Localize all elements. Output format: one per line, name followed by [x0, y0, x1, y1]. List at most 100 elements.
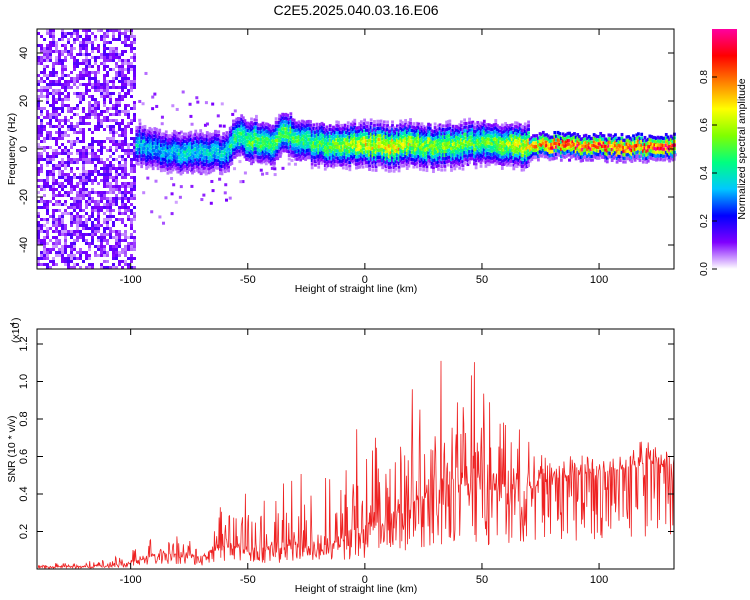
spectrogram-cell: [140, 143, 144, 147]
spectrogram-cell: [85, 179, 88, 182]
spectrogram-cell: [52, 62, 55, 65]
spectrogram-cell: [133, 101, 136, 104]
spectrogram-cell: [496, 153, 499, 157]
spectrogram-cell: [289, 119, 293, 123]
spectrogram-cell: [153, 141, 157, 145]
spectrogram-cell: [418, 149, 422, 153]
spectrogram-cell: [37, 260, 40, 263]
spectrogram-cell: [510, 126, 514, 131]
spectrogram-cell: [492, 134, 496, 138]
spectrogram-cell: [228, 144, 232, 149]
spectrogram-cell: [61, 59, 64, 62]
spectrogram-cell: [368, 160, 371, 164]
spectrogram-cell: [79, 95, 82, 98]
spectrogram-cell: [541, 134, 545, 138]
spectrogram-cell: [307, 137, 311, 142]
spectrogram-cell: [186, 145, 189, 149]
spectrogram-cell: [163, 150, 167, 154]
spectrogram-cell: [97, 161, 100, 164]
spectrogram-cell: [273, 139, 276, 144]
spectrogram-cell: [118, 86, 121, 89]
spectrogram-cell: [159, 150, 163, 155]
spectrogram-cell: [322, 134, 326, 138]
spectrogram-cell: [46, 131, 49, 134]
spectrogram-cell: [191, 146, 194, 150]
spectrogram-cell: [500, 123, 504, 127]
spectrogram-cell: [389, 129, 393, 133]
spectrogram-cell: [309, 152, 312, 156]
spectrogram-cell: [85, 149, 88, 152]
spectrogram-cell: [515, 125, 519, 129]
spectrogram-cell: [200, 136, 204, 140]
spectrogram-cell: [46, 98, 49, 101]
spectrogram-cell: [418, 128, 422, 132]
spectrogram-cell: [76, 131, 79, 134]
spectrogram-cell: [348, 167, 352, 172]
spectrogram-cell: [37, 137, 40, 140]
spectrogram-cell: [145, 155, 148, 160]
spectrogram-cell: [100, 62, 103, 65]
spectrogram-cell: [91, 41, 94, 44]
spectrogram-cell: [423, 159, 427, 163]
spectrogram-cell: [512, 141, 516, 146]
spectrogram-cell: [211, 102, 215, 106]
spectrogram-cell: [49, 86, 52, 89]
spectrogram-cell: [292, 152, 296, 156]
spectrogram-cell: [425, 161, 429, 165]
spectrogram-cell: [392, 151, 396, 155]
spectrogram-cell: [76, 191, 79, 194]
spectrogram-cell: [474, 140, 478, 145]
spectrogram-cell: [277, 142, 281, 146]
spectrogram-cell: [369, 129, 373, 133]
spectrogram-cell: [394, 160, 398, 164]
spectrogram-cell: [133, 149, 136, 152]
spectrogram-cell: [268, 124, 271, 128]
spectrogram-cell: [37, 179, 40, 182]
spectrogram-cell: [274, 124, 278, 128]
spectrogram-cell: [40, 158, 43, 161]
spectrogram-cell: [266, 133, 270, 137]
spectrogram-cell: [361, 122, 365, 126]
spectrogram-cell: [103, 80, 106, 83]
spectrogram-cell: [453, 156, 457, 160]
spectrogram-cell: [82, 176, 85, 179]
spectrogram-cell: [118, 251, 121, 254]
spectrogram-cell: [512, 167, 516, 171]
spectrogram-cell: [109, 41, 112, 44]
spectrogram-cell: [55, 110, 58, 113]
spectrogram-cell: [85, 59, 88, 62]
spectrogram-cell: [286, 124, 289, 128]
spectrogram-cell: [112, 236, 115, 239]
spectrogram-cell: [336, 153, 340, 157]
spectrogram-cell: [138, 122, 142, 126]
spectrogram-cell: [227, 147, 230, 151]
spectrogram-cell: [476, 142, 480, 146]
spectrogram-cell: [251, 137, 255, 141]
spectrogram-cell: [52, 68, 55, 71]
spectrogram-cell: [335, 160, 339, 164]
spectrogram-cell: [236, 124, 240, 128]
spectrogram-cell: [115, 248, 118, 251]
spectrogram-cell: [436, 124, 440, 128]
spectrogram-cell: [353, 140, 357, 144]
spectrogram-cell: [76, 239, 79, 242]
spectrogram-cell: [512, 134, 516, 138]
spectrogram-cell: [67, 173, 70, 176]
spectrogram-cell: [76, 206, 79, 209]
spectrogram-cell: [85, 242, 88, 245]
spectrogram-cell: [261, 146, 265, 151]
spectrogram-cell: [173, 157, 177, 161]
spectrogram-cell: [121, 182, 124, 185]
spectrogram-cell: [112, 248, 115, 251]
spectrogram-cell: [150, 139, 153, 143]
spectrogram-cell: [245, 136, 248, 140]
spectrogram-cell: [94, 227, 97, 230]
spectrogram-cell: [225, 167, 229, 171]
spectrogram-cell: [182, 164, 186, 169]
spectrogram-cell: [97, 200, 100, 203]
spectrogram-cell: [61, 137, 64, 140]
spectrogram-cell: [499, 161, 503, 166]
spectrogram-cell: [121, 233, 124, 236]
spectrogram-cell: [217, 144, 221, 148]
spectrogram-cell: [130, 227, 133, 230]
